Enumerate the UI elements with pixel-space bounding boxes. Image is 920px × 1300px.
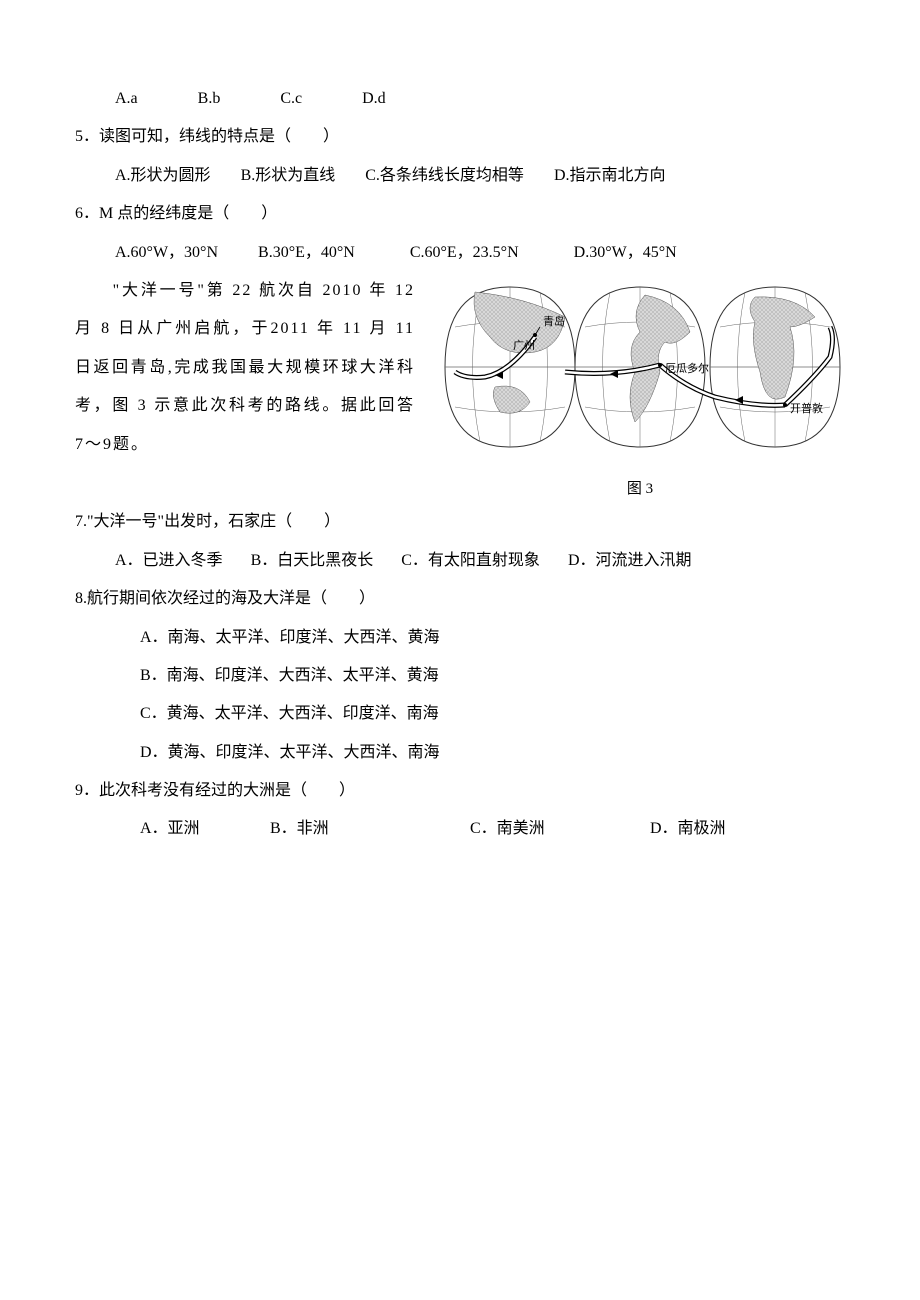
q9-option-c: C．南美洲 xyxy=(470,810,650,848)
q5-option-b: B.形状为直线 xyxy=(241,157,336,195)
q4-option-c: C.c xyxy=(280,80,302,118)
q9-option-a: A．亚洲 xyxy=(140,810,270,848)
q9-option-b: B．非洲 xyxy=(270,810,470,848)
q8-stem: 8.航行期间依次经过的海及大洋是（ ） xyxy=(75,580,845,618)
q8-option-c: C．黄海、太平洋、大西洋、印度洋、南海 xyxy=(140,695,845,733)
q5-stem: 5．读图可知，纬线的特点是（ ） xyxy=(75,118,845,156)
label-guangzhou: 广州 xyxy=(513,339,535,352)
q6-option-b: B.30°E，40°N xyxy=(258,234,355,272)
q4-options: A.a B.b C.c D.d xyxy=(75,80,845,118)
q4-option-d: D.d xyxy=(362,80,386,118)
q9-options: A．亚洲 B．非洲 C．南美洲 D．南极洲 xyxy=(75,810,845,848)
q6-options: A.60°W，30°N B.30°E，40°N C.60°E，23.5°N D.… xyxy=(75,234,845,272)
q9-option-d: D．南极洲 xyxy=(650,810,790,848)
q5-option-a: A.形状为圆形 xyxy=(115,157,211,195)
q5-options: A.形状为圆形 B.形状为直线 C.各条纬线长度均相等 D.指示南北方向 xyxy=(75,157,845,195)
q7-option-c: C．有太阳直射现象 xyxy=(401,542,540,580)
q7-option-d: D．河流进入汛期 xyxy=(568,542,692,580)
q7-option-a: A．已进入冬季 xyxy=(115,542,223,580)
passage-text: "大洋一号"第 22 航次自 2010 年 12 月 8 日从广州启航，于201… xyxy=(75,272,415,464)
q6-stem: 6．M 点的经纬度是（ ） xyxy=(75,195,845,233)
passage-block: 青岛 广州 厄瓜多尔 开普敦 图 3 "大洋一号"第 22 航次自 2010 年… xyxy=(75,272,845,464)
q8-option-a: A．南海、太平洋、印度洋、大西洋、黄海 xyxy=(140,619,845,657)
q7-stem: 7."大洋一号"出发时，石家庄（ ） xyxy=(75,503,845,541)
q4-option-b: B.b xyxy=(198,80,221,118)
q8-option-d: D．黄海、印度洋、太平洋、大西洋、南海 xyxy=(140,734,845,772)
q7-option-b: B．白天比黑夜长 xyxy=(251,542,374,580)
q6-option-d: D.30°W，45°N xyxy=(574,234,677,272)
figure3-wrap: 青岛 广州 厄瓜多尔 开普敦 图 3 xyxy=(435,277,845,503)
label-ecuador: 厄瓜多尔 xyxy=(665,361,709,375)
figure3-map: 青岛 广州 厄瓜多尔 开普敦 xyxy=(435,277,845,457)
q5-option-d: D.指示南北方向 xyxy=(554,157,666,195)
q4-option-a: A.a xyxy=(115,80,138,118)
figure3-caption: 图 3 xyxy=(435,476,845,503)
q5-option-c: C.各条纬线长度均相等 xyxy=(365,157,524,195)
q7-options: A．已进入冬季 B．白天比黑夜长 C．有太阳直射现象 D．河流进入汛期 xyxy=(75,542,845,580)
q8-option-b: B．南海、印度洋、大西洋、太平洋、黄海 xyxy=(140,657,845,695)
label-qingdao: 青岛 xyxy=(543,314,565,328)
q6-option-a: A.60°W，30°N xyxy=(115,234,218,272)
q8-options: A．南海、太平洋、印度洋、大西洋、黄海 B．南海、印度洋、大西洋、太平洋、黄海 … xyxy=(75,619,845,773)
q6-option-c: C.60°E，23.5°N xyxy=(410,234,519,272)
label-capetown: 开普敦 xyxy=(790,401,823,415)
q9-stem: 9．此次科考没有经过的大洲是（ ） xyxy=(75,772,845,810)
